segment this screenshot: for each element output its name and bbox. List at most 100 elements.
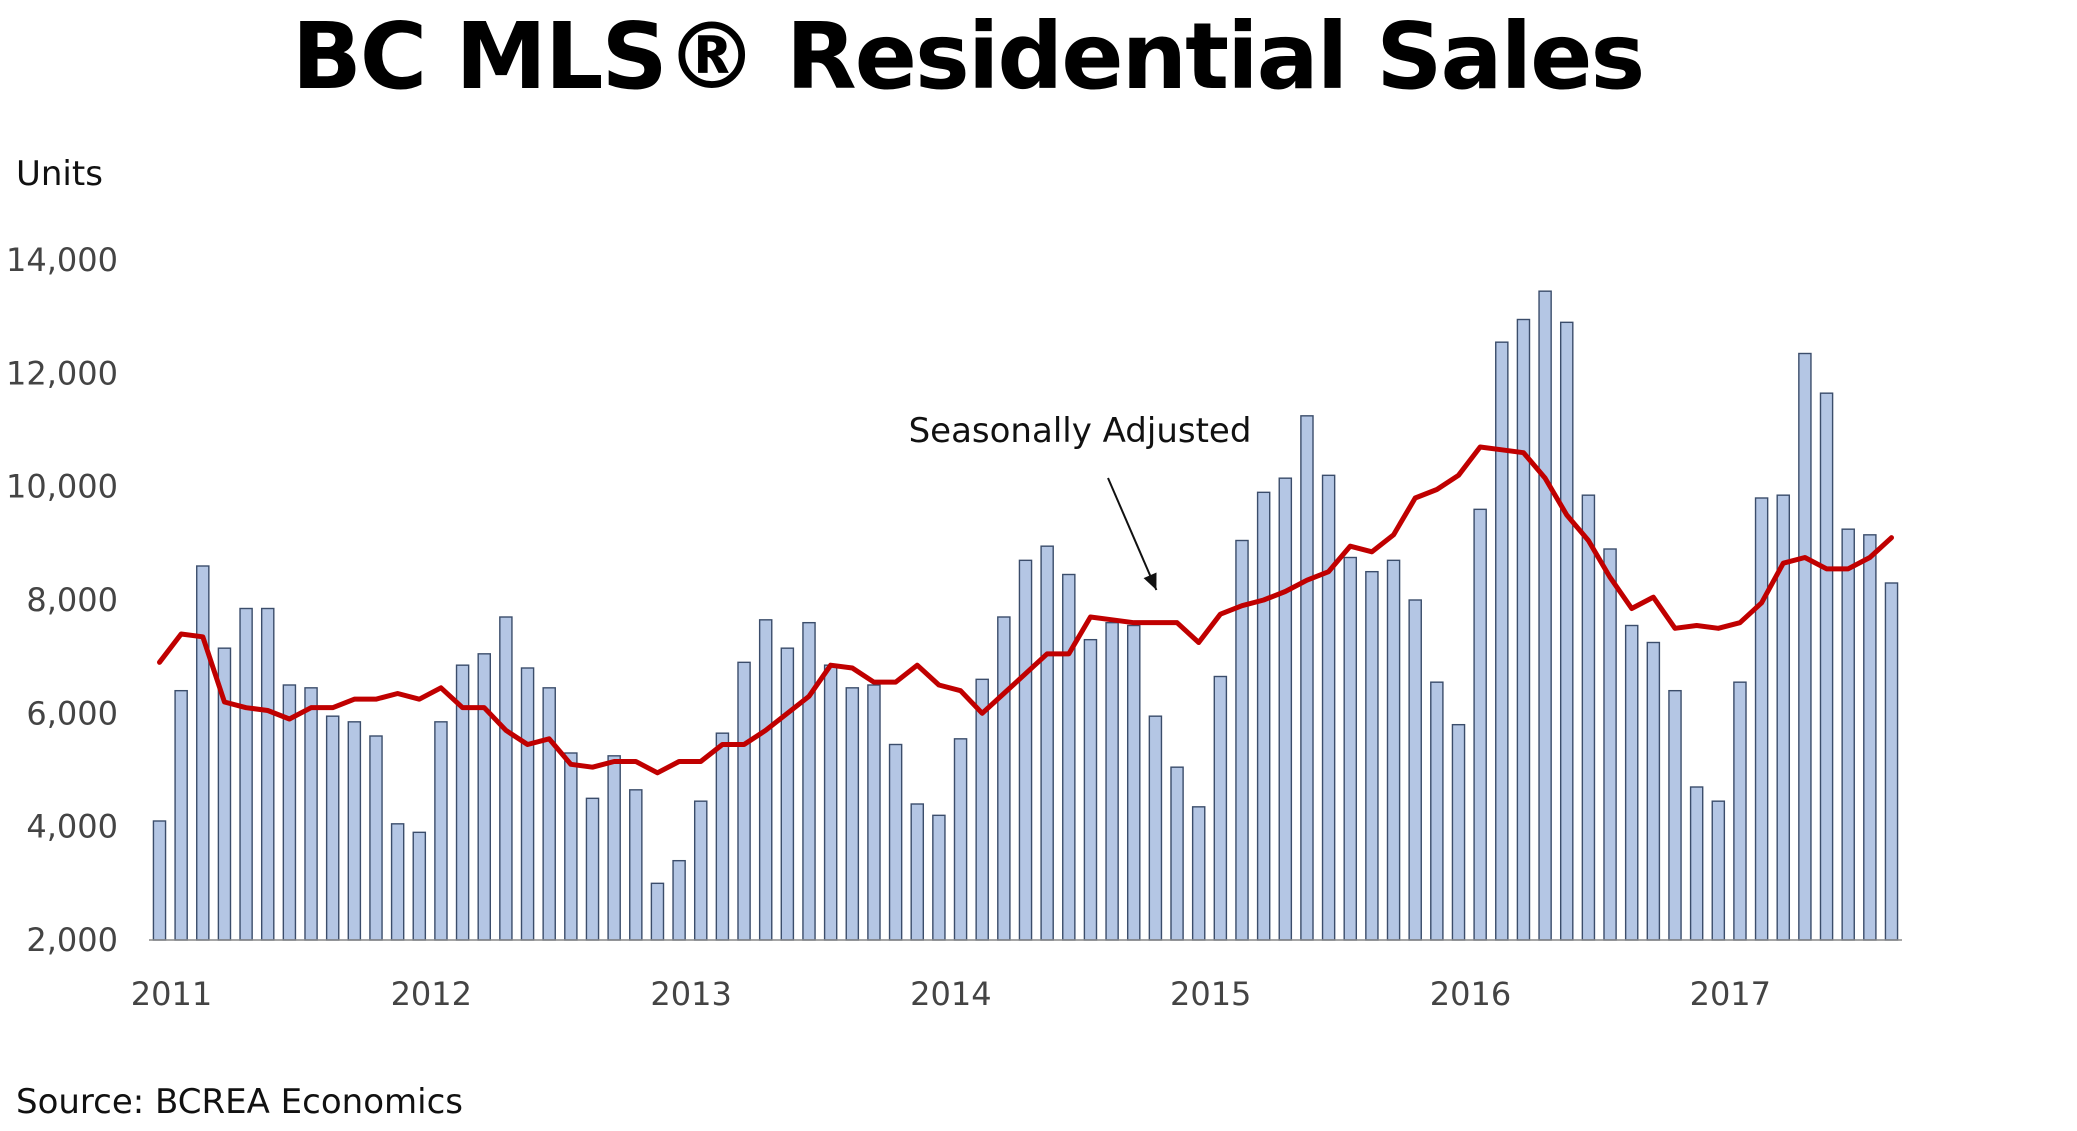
bar [305, 688, 317, 940]
bar [283, 685, 295, 940]
bar [1604, 549, 1616, 940]
bar [760, 620, 772, 940]
bar [1214, 677, 1226, 941]
bar [1171, 767, 1183, 940]
bar [954, 739, 966, 940]
bar [1279, 478, 1291, 940]
bar [651, 883, 663, 940]
bar [478, 654, 490, 940]
bar [825, 665, 837, 940]
bar [673, 861, 685, 940]
y-axis: 2,000 4,000 6,000 8,000 10,000 12,000 14,000 [6, 241, 118, 959]
bar [1236, 541, 1248, 941]
bar [1128, 626, 1140, 941]
bar [1344, 558, 1356, 941]
x-tick-label: 2016 [1430, 975, 1511, 1013]
bar [153, 821, 165, 940]
bar [348, 722, 360, 940]
bar [1496, 342, 1508, 940]
y-tick-label: 8,000 [26, 581, 118, 619]
bar [1366, 572, 1378, 940]
bar [392, 824, 404, 940]
bar [1712, 801, 1724, 940]
bar-series [153, 291, 1897, 940]
bar [1820, 393, 1832, 940]
bar [1041, 546, 1053, 940]
bar [1452, 725, 1464, 940]
bar [890, 745, 902, 941]
bar [976, 679, 988, 940]
y-tick-label: 2,000 [26, 921, 118, 959]
bar [716, 733, 728, 940]
x-tick-label: 2014 [910, 975, 991, 1013]
bar [630, 790, 642, 940]
bar [1669, 691, 1681, 940]
y-tick-label: 14,000 [6, 241, 118, 279]
bar [1799, 354, 1811, 941]
y-axis-label: Units [16, 154, 103, 194]
bar [521, 668, 533, 940]
bar [500, 617, 512, 940]
bar [1734, 682, 1746, 940]
bar [240, 609, 252, 941]
bar [1193, 807, 1205, 940]
annotation-arrow [1108, 478, 1156, 590]
bar [262, 609, 274, 941]
bar [933, 815, 945, 940]
bar [1258, 492, 1270, 940]
bar [1019, 560, 1031, 940]
bar [1409, 600, 1421, 940]
bar [781, 648, 793, 940]
bar [803, 623, 815, 940]
bar [1561, 322, 1573, 940]
bar [1885, 583, 1897, 940]
bar [1864, 535, 1876, 940]
bar [1756, 498, 1768, 940]
bar [738, 662, 750, 940]
bar [1387, 560, 1399, 940]
bar [1517, 320, 1529, 941]
bar [1301, 416, 1313, 940]
bar [1539, 291, 1551, 940]
bar [1084, 640, 1096, 940]
bar [608, 756, 620, 940]
chart: Units 2,000 4,000 6,000 8,000 10,000 12,000 14… [0, 0, 2077, 1080]
y-tick-label: 10,000 [6, 468, 118, 506]
bar [435, 722, 447, 940]
bar [197, 566, 209, 940]
y-tick-label: 6,000 [26, 694, 118, 732]
bar [1431, 682, 1443, 940]
bar [175, 691, 187, 940]
bar [868, 685, 880, 940]
bar [543, 688, 555, 940]
bar [327, 716, 339, 940]
bar [1106, 623, 1118, 940]
y-tick-label: 4,000 [26, 808, 118, 846]
bar [846, 688, 858, 940]
bar [911, 804, 923, 940]
x-tick-label: 2011 [131, 975, 212, 1013]
bar [1691, 787, 1703, 940]
bar [1323, 475, 1335, 940]
x-tick-label: 2017 [1690, 975, 1771, 1013]
x-axis: 2011 2012 2013 2014 2015 2016 2017 [131, 975, 1771, 1013]
bar [1647, 643, 1659, 941]
source-note: Source: BCREA Economics [16, 1082, 463, 1122]
x-tick-label: 2013 [650, 975, 731, 1013]
bar [370, 736, 382, 940]
bar [1063, 575, 1075, 941]
bar [998, 617, 1010, 940]
bar [695, 801, 707, 940]
bar [586, 798, 598, 940]
x-tick-label: 2015 [1170, 975, 1251, 1013]
bar [565, 753, 577, 940]
y-tick-label: 12,000 [6, 354, 118, 392]
bar [413, 832, 425, 940]
bar [1149, 716, 1161, 940]
x-tick-label: 2012 [391, 975, 472, 1013]
annotation-seasonally-adjusted: Seasonally Adjusted [909, 411, 1252, 451]
bar [1842, 529, 1854, 940]
bar [1474, 509, 1486, 940]
bar [1582, 495, 1594, 940]
bar [1626, 626, 1638, 941]
